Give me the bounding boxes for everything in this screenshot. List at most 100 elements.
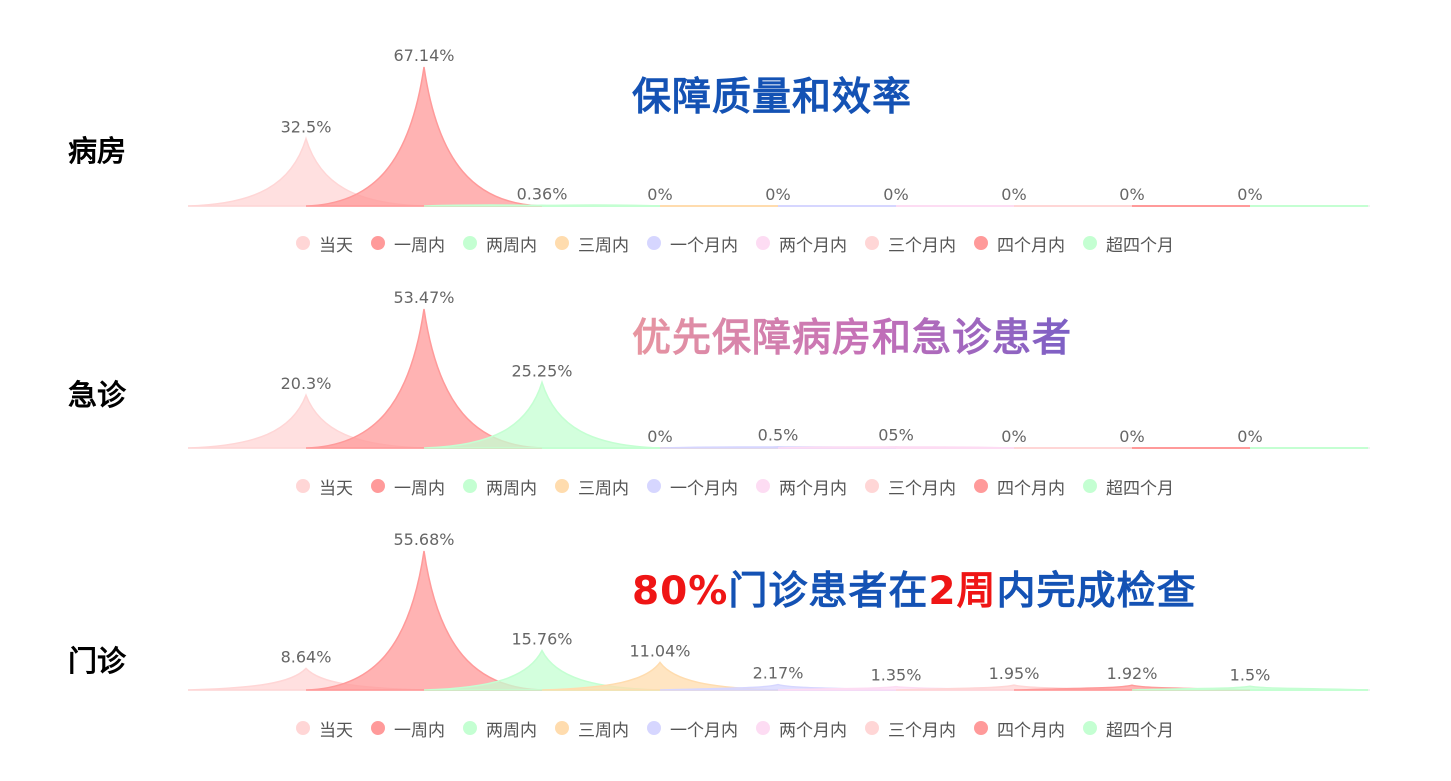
legend-dot-icon — [647, 479, 661, 493]
legend-item-超四个月[interactable]: 超四个月 — [1083, 474, 1174, 499]
row-label-ward: 病房 — [68, 134, 127, 168]
legend-label: 两周内 — [486, 720, 537, 741]
chart-ward: 32.5% 67.14% 0.36% 0% 0% 0% 0% 0% 0% — [187, 46, 1370, 207]
legend-dot-icon — [974, 721, 988, 735]
legend-item-两周内[interactable]: 两周内 — [463, 716, 537, 741]
legend-dot-icon — [865, 236, 879, 250]
legend-item-两周内[interactable]: 两周内 — [463, 231, 537, 256]
legend-outpatient: 当天 一周内 两周内 三周内 一个月内 两个月内 三个月内 四个月内 超四个月 — [296, 716, 1192, 741]
legend-dot-icon — [974, 236, 988, 250]
headline-outpatient-text-b: 内完成检查 — [996, 569, 1197, 614]
legend-label: 一个月内 — [670, 478, 738, 499]
legend-item-四个月内[interactable]: 四个月内 — [974, 231, 1065, 256]
legend-label: 一周内 — [394, 720, 445, 741]
value-label-四个月内: 0% — [1119, 185, 1144, 204]
peak-两周内[interactable] — [423, 204, 661, 207]
legend-label: 三周内 — [578, 720, 629, 741]
legend-dot-icon — [463, 479, 477, 493]
value-label-两周内: 25.25% — [511, 361, 572, 380]
legend-dot-icon — [1083, 236, 1097, 250]
legend-item-超四个月[interactable]: 超四个月 — [1083, 231, 1174, 256]
legend-dot-icon — [1083, 721, 1097, 735]
value-label-一周内: 53.47% — [393, 288, 454, 307]
legend-item-当天[interactable]: 当天 — [296, 231, 353, 256]
legend-dot-icon — [647, 721, 661, 735]
legend-item-两个月内[interactable]: 两个月内 — [756, 716, 847, 741]
legend-dot-icon — [647, 236, 661, 250]
peak-一周内[interactable] — [305, 66, 543, 207]
legend-item-当天[interactable]: 当天 — [296, 716, 353, 741]
legend-item-两个月内[interactable]: 两个月内 — [756, 474, 847, 499]
legend-item-三个月内[interactable]: 三个月内 — [865, 716, 956, 741]
value-label-超四个月: 1.5% — [1230, 665, 1271, 684]
legend-dot-icon — [756, 721, 770, 735]
value-label-三个月内: 1.95% — [989, 664, 1040, 683]
legend-label: 超四个月 — [1106, 720, 1174, 741]
peak-两个月内[interactable] — [777, 445, 1015, 449]
legend-item-四个月内[interactable]: 四个月内 — [974, 474, 1065, 499]
value-label-一个月内: 2.17% — [753, 664, 804, 683]
legend-item-一周内[interactable]: 一周内 — [371, 474, 445, 499]
legend-label: 一周内 — [394, 478, 445, 499]
legend-item-三个月内[interactable]: 三个月内 — [865, 231, 956, 256]
legend-item-一个月内[interactable]: 一个月内 — [647, 716, 738, 741]
legend-dot-icon — [974, 479, 988, 493]
value-label-当天: 20.3% — [281, 374, 332, 393]
legend-dot-icon — [296, 236, 310, 250]
legend-label: 两周内 — [486, 478, 537, 499]
legend-label: 一个月内 — [670, 720, 738, 741]
legend-label: 当天 — [319, 720, 353, 741]
headline-outpatient-weeks: 2周 — [928, 569, 997, 614]
legend-item-当天[interactable]: 当天 — [296, 474, 353, 499]
chart-emergency: 20.3% 53.47% 25.25% 0% 0.5% 05% 0% 0% 0% — [187, 288, 1370, 449]
legend-item-三个月内[interactable]: 三个月内 — [865, 474, 956, 499]
value-label-三个月内: 0% — [1001, 185, 1026, 204]
legend-dot-icon — [296, 721, 310, 735]
legend-dot-icon — [756, 236, 770, 250]
value-label-两周内: 0.36% — [517, 184, 568, 203]
legend-label: 一周内 — [394, 235, 445, 256]
legend-item-三周内[interactable]: 三周内 — [555, 716, 629, 741]
headline-ward: 保障质量和效率 — [632, 75, 913, 120]
legend-item-三周内[interactable]: 三周内 — [555, 474, 629, 499]
legend-label: 四个月内 — [997, 478, 1065, 499]
legend-dot-icon — [555, 236, 569, 250]
row-label-emergency: 急诊 — [68, 378, 127, 412]
peak-一周内[interactable] — [305, 550, 543, 691]
value-label-超四个月: 0% — [1237, 185, 1262, 204]
legend-dot-icon — [463, 721, 477, 735]
legend-item-超四个月[interactable]: 超四个月 — [1083, 716, 1174, 741]
legend-item-一周内[interactable]: 一周内 — [371, 231, 445, 256]
legend-label: 两个月内 — [779, 720, 847, 741]
legend-label: 超四个月 — [1106, 478, 1174, 499]
legend-label: 当天 — [319, 478, 353, 499]
legend-label: 四个月内 — [997, 235, 1065, 256]
legend-item-四个月内[interactable]: 四个月内 — [974, 716, 1065, 741]
headline-outpatient-percent: 80% — [632, 569, 729, 614]
legend-dot-icon — [371, 479, 385, 493]
legend-label: 两个月内 — [779, 235, 847, 256]
legend-label: 一个月内 — [670, 235, 738, 256]
value-label-三周内: 0% — [647, 427, 672, 446]
legend-dot-icon — [555, 479, 569, 493]
legend-ward: 当天 一周内 两周内 三周内 一个月内 两个月内 三个月内 四个月内 超四个月 — [296, 231, 1192, 256]
value-label-一个月内: 0% — [765, 185, 790, 204]
peak-两周内[interactable] — [423, 379, 661, 449]
legend-item-两周内[interactable]: 两周内 — [463, 474, 537, 499]
legend-emergency: 当天 一周内 两周内 三周内 一个月内 两个月内 三个月内 四个月内 超四个月 — [296, 474, 1192, 499]
legend-label: 三个月内 — [888, 235, 956, 256]
value-label-两个月内: 0% — [883, 185, 908, 204]
legend-label: 当天 — [319, 235, 353, 256]
legend-label: 超四个月 — [1106, 235, 1174, 256]
value-label-四个月内: 1.92% — [1107, 664, 1158, 683]
legend-item-三周内[interactable]: 三周内 — [555, 231, 629, 256]
value-label-一周内: 67.14% — [393, 46, 454, 65]
legend-item-一个月内[interactable]: 一个月内 — [647, 231, 738, 256]
peak-超四个月[interactable] — [1131, 685, 1369, 691]
legend-item-两个月内[interactable]: 两个月内 — [756, 231, 847, 256]
legend-item-一个月内[interactable]: 一个月内 — [647, 474, 738, 499]
value-label-三个月内: 0% — [1001, 427, 1026, 446]
legend-dot-icon — [865, 479, 879, 493]
value-label-两个月内: 1.35% — [871, 666, 922, 685]
legend-item-一周内[interactable]: 一周内 — [371, 716, 445, 741]
